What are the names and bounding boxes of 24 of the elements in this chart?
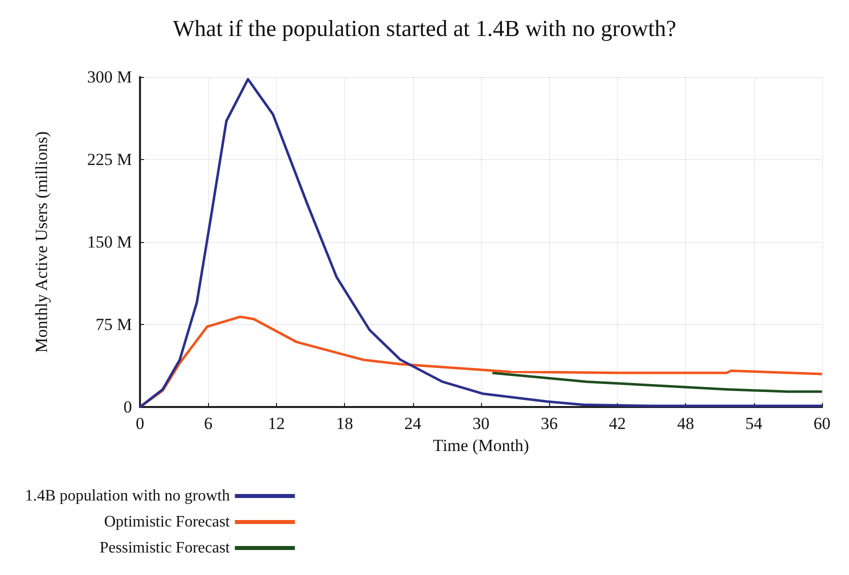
x-tick-label: 36	[540, 414, 558, 433]
legend-label: 1.4B population with no growth	[24, 488, 230, 504]
x-tick-label: 18	[336, 414, 354, 433]
x-tick-label: 24	[404, 414, 422, 433]
y-tick-label: 75 M	[96, 315, 132, 334]
y-tick-label: 150 M	[87, 232, 132, 252]
legend-label: Pessimistic Forecast	[100, 540, 230, 556]
y-tick-label: 0	[124, 398, 132, 416]
x-tick-label: 0	[136, 414, 144, 433]
y-axis-title: Monthly Active Users (millions)	[32, 131, 51, 353]
y-tick-label: 225 M	[87, 150, 132, 169]
x-tick-label: 30	[472, 414, 490, 433]
x-tick-label: 60	[814, 414, 830, 433]
line-series	[491, 372, 824, 393]
line-series	[138, 78, 824, 408]
x-tick-label: 48	[677, 414, 694, 433]
y-tick-label: 300 M	[87, 68, 132, 86]
x-tick-label: 12	[268, 414, 285, 433]
x-tick-label: 6	[204, 414, 212, 433]
chart-title: What if the population started at 1.4B with no growth?	[172, 16, 676, 41]
x-tick-label: 54	[745, 414, 763, 433]
legend-label: Optimistic Forecast	[104, 514, 230, 530]
x-axis-title: Time (Month)	[432, 436, 530, 455]
x-tick-label: 42	[608, 414, 626, 433]
